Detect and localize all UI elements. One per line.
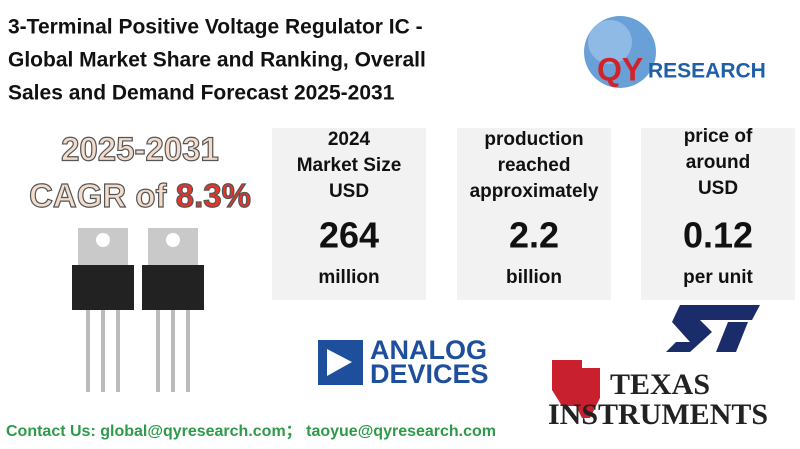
qy-logo: QY RESEARCH (584, 16, 766, 88)
stat-box (272, 128, 426, 300)
stat-text: reached (498, 155, 571, 176)
transistors (72, 228, 204, 392)
stat-unit: per unit (683, 267, 753, 288)
stat-text: production (484, 129, 583, 150)
cagr: 2025-2031 CAGR of 8.3% (28, 130, 251, 214)
stat-text: USD (329, 181, 369, 202)
cagr-value: 8.3% (176, 177, 251, 214)
analog-triangle (327, 349, 352, 376)
st-logo (666, 305, 760, 352)
body (142, 265, 204, 310)
stat-box (641, 128, 795, 300)
title-line: Sales and Demand Forecast 2025-2031 (8, 82, 395, 105)
stat-text: approximately (470, 181, 599, 202)
stat-unit: million (318, 267, 379, 288)
analog-line: ANALOG (370, 335, 487, 365)
ti-line: TEXAS (610, 368, 710, 401)
cagr-years: 2025-2031 (61, 131, 219, 168)
stat-value: 0.12 (683, 215, 753, 256)
stat-unit: billion (506, 267, 562, 288)
stat-value: 264 (319, 215, 379, 256)
stats: 2024 Market Size USD 264 million production re… (272, 126, 795, 300)
stat-text: price of (684, 126, 753, 147)
ti-logo: TEXAS INSTRUMENTS (548, 360, 768, 431)
cagr-label: CAGR of (29, 177, 176, 214)
globe-shine (588, 20, 632, 64)
body (72, 265, 134, 310)
title-line: 3-Terminal Positive Voltage Regulator IC… (8, 16, 423, 39)
cagr-text: CAGR of 8.3% (29, 177, 251, 214)
analog-line: DEVICES (370, 359, 489, 389)
contact: Contact Us: global@qyresearch.com； taoyu… (6, 423, 496, 440)
stat-text: Market Size (297, 155, 402, 176)
st-s (666, 305, 760, 352)
title-line: Global Market Share and Ranking, Overall (8, 49, 426, 72)
stat-text: 2024 (328, 129, 371, 150)
stat-text: USD (698, 178, 738, 199)
logo-research: RESEARCH (648, 60, 766, 83)
stat-text: around (686, 152, 750, 173)
hole (96, 233, 110, 247)
logo-qy: QY (597, 51, 643, 87)
hole (166, 233, 180, 247)
ti-mark (552, 360, 600, 418)
ti-line: INSTRUMENTS (548, 398, 768, 431)
st-t (716, 322, 748, 352)
analog-logo: ANALOG DEVICES (318, 335, 489, 389)
stat-value: 2.2 (509, 215, 559, 256)
title: 3-Terminal Positive Voltage Regulator IC… (8, 16, 426, 105)
stat-box (457, 128, 611, 300)
